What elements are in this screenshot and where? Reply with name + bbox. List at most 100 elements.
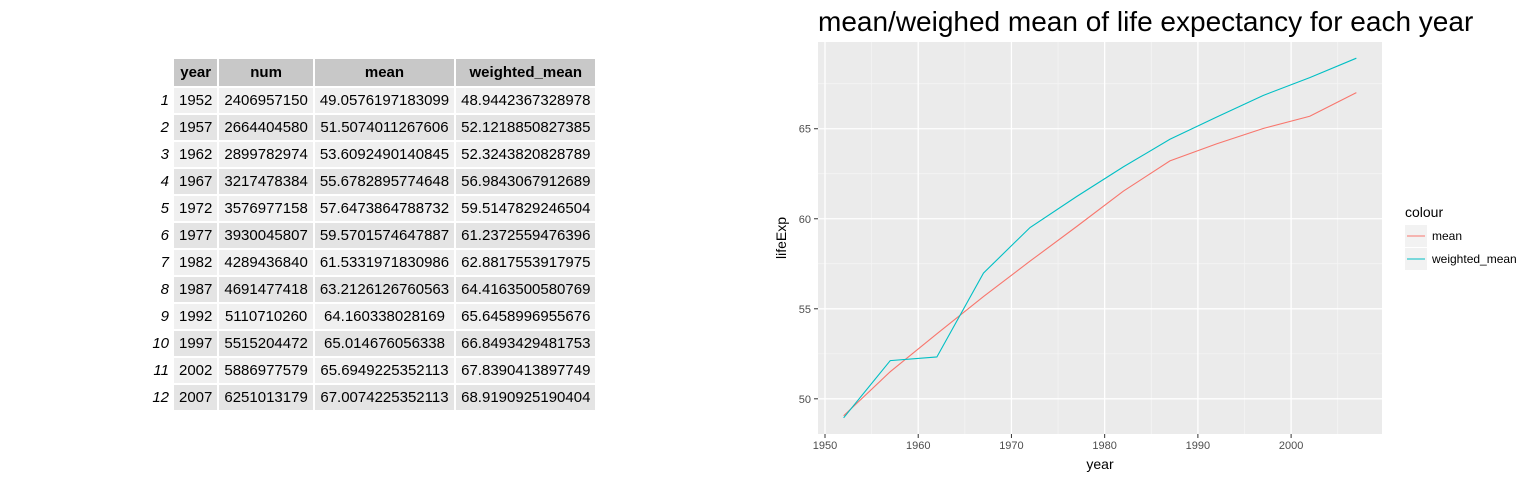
cell-weighted-mean: 52.1218850827385 [456,115,596,140]
cell-mean: 61.5331971830986 [314,250,455,275]
y-axis-label: lifeExp [773,217,789,259]
table-row: 10 1997 5515204472 65.014676056338 66.849342… [142,331,596,356]
table-corner [142,59,172,86]
cell-mean: 65.6949225352113 [314,358,455,383]
table-row: 1 1952 2406957150 49.0576197183099 48.944236… [142,88,596,113]
table-row: 8 1987 4691477418 63.2126126760563 64.416350… [142,277,596,302]
cell-num: 5515204472 [219,331,313,356]
y-tick-label: 65 [799,124,811,136]
cell-num: 4289436840 [219,250,313,275]
row-index: 5 [160,200,169,217]
cell-mean: 63.2126126760563 [314,277,455,302]
cell-weighted-mean: 59.5147829246504 [456,196,596,221]
row-index: 11 [153,362,169,379]
legend-label-weighted-mean: weighted_mean [1431,252,1517,266]
plot-panel [818,42,1382,434]
cell-weighted-mean: 64.4163500580769 [456,277,596,302]
y-tick-label: 50 [799,394,811,406]
y-tick-label: 55 [799,304,811,316]
cell-weighted-mean: 66.8493429481753 [456,331,596,356]
row-index: 4 [160,173,169,190]
cell-year: 1967 [174,169,218,194]
table-row: 2 1957 2664404580 51.5074011267606 52.121885… [142,115,596,140]
header-mean: mean [314,59,455,86]
table-body: 1 1952 2406957150 49.0576197183099 48.944236… [142,88,596,410]
x-tick-label: 1950 [813,440,837,452]
cell-mean: 65.014676056338 [314,331,455,356]
cell-num: 4691477418 [219,277,313,302]
x-tick-label: 1980 [1092,440,1116,452]
cell-mean: 49.0576197183099 [314,88,455,113]
cell-weighted-mean: 52.3243820828789 [456,142,596,167]
table-row: 12 2007 6251013179 67.0074225352113 68.91909… [142,385,596,410]
legend: colour mean weighted_mean [1405,204,1517,270]
x-tick-label: 1960 [906,440,930,452]
table-row: 9 1992 5110710260 64.160338028169 65.6458996… [142,304,596,329]
cell-year: 1952 [174,88,218,113]
cell-year: 1997 [174,331,218,356]
cell-year: 1957 [174,115,218,140]
cell-weighted-mean: 61.2372559476396 [456,223,596,248]
cell-mean: 55.6782895774648 [314,169,455,194]
header-num: num [219,59,313,86]
cell-weighted-mean: 56.9843067912689 [456,169,596,194]
cell-num: 5110710260 [219,304,313,329]
grid-lines [818,42,1382,434]
table-row: 3 1962 2899782974 53.6092490140845 52.324382… [142,142,596,167]
cell-weighted-mean: 48.9442367328978 [456,88,596,113]
row-index: 10 [152,335,169,352]
row-index: 1 [160,92,169,109]
cell-year: 1992 [174,304,218,329]
y-tick-label: 60 [799,214,811,226]
series-line-weighted-mean [843,57,1357,419]
cell-num: 3930045807 [219,223,313,248]
cell-num: 3576977158 [219,196,313,221]
cell-weighted-mean: 67.8390413897749 [456,358,596,383]
cell-weighted-mean: 68.9190925190404 [456,385,596,410]
table-row: 4 1967 3217478384 55.6782895774648 56.984306… [142,169,596,194]
legend-title: colour [1405,204,1443,220]
cell-year: 2007 [174,385,218,410]
x-tick-label: 2000 [1279,440,1303,452]
series-lines [843,57,1357,419]
cell-mean: 59.5701574647887 [314,223,455,248]
row-index: 12 [152,389,169,406]
row-index: 2 [160,119,169,136]
table-row: 6 1977 3930045807 59.5701574647887 61.237255… [142,223,596,248]
table-header-row: year num mean weighted_mean [142,59,596,86]
cell-year: 1972 [174,196,218,221]
cell-year: 1977 [174,223,218,248]
data-table-container: year num mean weighted_mean 1 1952 2406957… [140,57,597,412]
cell-mean: 57.6473864788732 [314,196,455,221]
table-row: 7 1982 4289436840 61.5331971830986 62.881755… [142,250,596,275]
row-index: 6 [160,227,169,244]
data-table: year num mean weighted_mean 1 1952 2406957… [140,57,597,412]
cell-mean: 51.5074011267606 [314,115,455,140]
cell-num: 3217478384 [219,169,313,194]
line-chart: mean/weighed mean of life expectancy for… [773,6,1517,472]
x-axis-label: year [1086,456,1114,472]
row-index: 7 [160,254,169,271]
table-row: 11 2002 5886977579 65.6949225352113 67.83904… [142,358,596,383]
series-line-mean [843,92,1357,417]
row-index: 9 [160,308,169,325]
cell-year: 1987 [174,277,218,302]
header-year: year [174,59,218,86]
cell-year: 1962 [174,142,218,167]
cell-mean: 67.0074225352113 [314,385,455,410]
cell-num: 5886977579 [219,358,313,383]
cell-num: 2899782974 [219,142,313,167]
axis-ticks: 1950 1960 1970 1980 1990 2000 50 55 60 65 [799,124,1304,452]
header-weighted-mean: weighted_mean [456,59,596,86]
cell-num: 2664404580 [219,115,313,140]
x-tick-label: 1990 [1186,440,1210,452]
cell-weighted-mean: 65.6458996955676 [456,304,596,329]
row-index: 8 [160,281,169,298]
cell-mean: 64.160338028169 [314,304,455,329]
cell-mean: 53.6092490140845 [314,142,455,167]
table-row: 5 1972 3576977158 57.6473864788732 59.514782… [142,196,596,221]
cell-num: 6251013179 [219,385,313,410]
legend-label-mean: mean [1432,229,1462,243]
chart-title: mean/weighed mean of life expectancy for… [818,6,1473,37]
cell-year: 2002 [174,358,218,383]
